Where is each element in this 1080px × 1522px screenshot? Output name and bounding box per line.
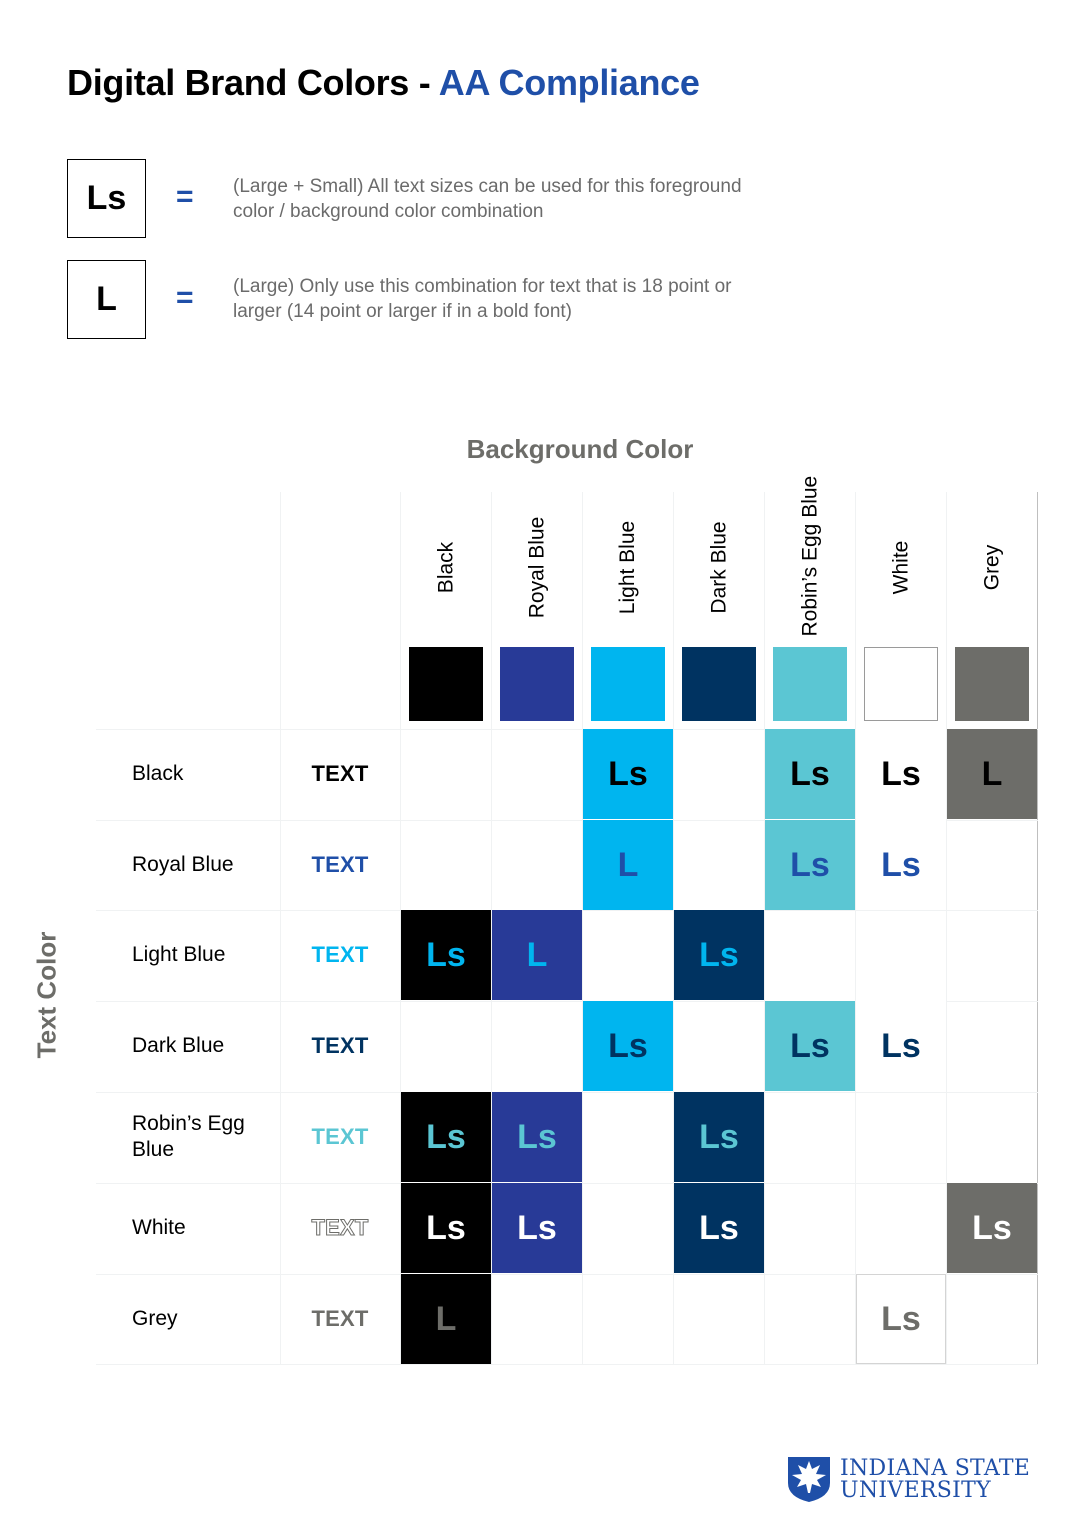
compliance-cell: Ls xyxy=(492,1183,582,1273)
row-label-text: Royal Blue xyxy=(132,853,234,876)
compliance-cell: Ls xyxy=(583,729,673,819)
column-swatch xyxy=(773,647,847,721)
compliance-cell: L xyxy=(947,729,1037,819)
page-title: Digital Brand Colors - AA Compliance xyxy=(67,62,700,104)
page-title-accent: AA Compliance xyxy=(438,62,700,103)
grid-line-horizontal xyxy=(96,1274,1038,1275)
column-swatch xyxy=(955,647,1029,721)
legend-symbol-large: L xyxy=(67,260,146,339)
row-text-sample: TEXT xyxy=(311,1306,369,1331)
column-label-text: Light Blue xyxy=(616,520,640,614)
column-label-text: White xyxy=(889,540,913,594)
row-label: Robin’s Egg Blue xyxy=(132,1092,272,1182)
compliance-cell: Ls xyxy=(401,1092,491,1182)
column-label: Black xyxy=(401,498,491,636)
row-text-sample: TEXT xyxy=(311,942,369,967)
column-label: Robin’s Egg Blue xyxy=(765,475,855,636)
university-logo xyxy=(788,1457,830,1502)
row-label-text: White xyxy=(132,1216,186,1239)
row-label-text: Dark Blue xyxy=(132,1034,225,1057)
grid-line-vertical xyxy=(582,492,583,1364)
grid-line-vertical xyxy=(280,492,281,1364)
row-label: Black xyxy=(132,729,272,819)
grid-line-vertical xyxy=(946,492,947,1364)
grid-line-vertical xyxy=(855,492,856,1364)
grid-line-horizontal xyxy=(96,820,1038,821)
column-label-text: Robin’s Egg Blue xyxy=(798,475,822,636)
compliance-cell: Ls xyxy=(947,1183,1037,1273)
row-label-text: Robin’s Egg Blue xyxy=(132,1112,245,1161)
compliance-cell: Ls xyxy=(856,1274,946,1364)
compliance-cell: Ls xyxy=(765,820,855,910)
compliance-cell: Ls xyxy=(856,820,946,910)
background-color-heading: Background Color xyxy=(466,434,694,464)
page-title-main: Digital Brand Colors - xyxy=(67,62,439,103)
row-text-sample: TEXT xyxy=(311,852,369,877)
sycamore-leaf-icon xyxy=(788,1457,830,1502)
compliance-cell: Ls xyxy=(765,1001,855,1091)
column-label-text: Dark Blue xyxy=(707,520,731,614)
grid-line-vertical xyxy=(764,492,765,1364)
compliance-cell: Ls xyxy=(674,1092,764,1182)
compliance-cell: Ls xyxy=(856,729,946,819)
compliance-cell: Ls xyxy=(856,1001,946,1091)
compliance-cell: Ls xyxy=(674,910,764,1000)
compliance-cell: Ls xyxy=(765,729,855,819)
row-label: Light Blue xyxy=(132,910,272,1000)
legend-description-large-small: (Large + Small) All text sizes can be us… xyxy=(233,176,742,222)
row-label: Dark Blue xyxy=(132,1001,272,1091)
column-label-text: Royal Blue xyxy=(525,516,549,618)
university-wordmark: INDIANA STATE UNIVERSITY xyxy=(840,1458,1030,1502)
compliance-cell: Ls xyxy=(401,1183,491,1273)
compliance-cell: L xyxy=(492,910,582,1000)
column-label: Light Blue xyxy=(583,498,673,636)
legend-equals-sign: = xyxy=(176,281,194,314)
row-label-text: Light Blue xyxy=(132,943,226,966)
compliance-cell: Ls xyxy=(583,1001,673,1091)
column-swatch xyxy=(500,647,574,721)
wordmark-line-2: UNIVERSITY xyxy=(840,1478,991,1503)
column-swatch xyxy=(864,647,938,721)
grid-line-horizontal xyxy=(96,1364,1038,1365)
row-text-sample: TEXT xyxy=(311,761,369,786)
grid-line-horizontal xyxy=(96,729,1038,730)
column-label-text: Black xyxy=(434,541,458,593)
row-label-text: Black xyxy=(132,762,184,785)
column-swatch xyxy=(682,647,756,721)
compliance-cell: L xyxy=(583,820,673,910)
compliance-cell: L xyxy=(401,1274,491,1364)
compliance-cell: Ls xyxy=(401,910,491,1000)
column-swatch xyxy=(591,647,665,721)
legend-symbol-large-small: Ls xyxy=(67,159,146,238)
wordmark-line-1: INDIANA STATE xyxy=(840,1456,1031,1481)
grid-line-horizontal xyxy=(96,1001,1038,1002)
compliance-cell: Ls xyxy=(492,1092,582,1182)
compliance-cell: Ls xyxy=(674,1183,764,1273)
column-swatch xyxy=(409,647,483,721)
row-label: White xyxy=(132,1183,272,1273)
legend-equals-sign: = xyxy=(176,180,194,213)
grid-line-right-edge xyxy=(1037,492,1038,1364)
row-text-sample: TEXT xyxy=(311,1033,369,1058)
grid-line-vertical xyxy=(400,492,401,1364)
grid-line-vertical xyxy=(673,492,674,1364)
row-text-sample: TEXT xyxy=(311,1215,369,1241)
row-label-text: Grey xyxy=(132,1307,178,1330)
column-label: Royal Blue xyxy=(492,498,582,636)
column-label: Grey xyxy=(947,498,1037,636)
legend-description-large: (Large) Only use this combination for te… xyxy=(233,276,732,322)
row-label: Royal Blue xyxy=(132,820,272,910)
text-color-heading: Text Color xyxy=(31,931,62,1059)
row-label: Grey xyxy=(132,1274,272,1364)
column-label: White xyxy=(856,498,946,636)
column-label: Dark Blue xyxy=(674,498,764,636)
column-label-text: Grey xyxy=(980,544,1004,590)
row-text-sample: TEXT xyxy=(311,1124,369,1149)
grid-line-vertical xyxy=(491,492,492,1364)
